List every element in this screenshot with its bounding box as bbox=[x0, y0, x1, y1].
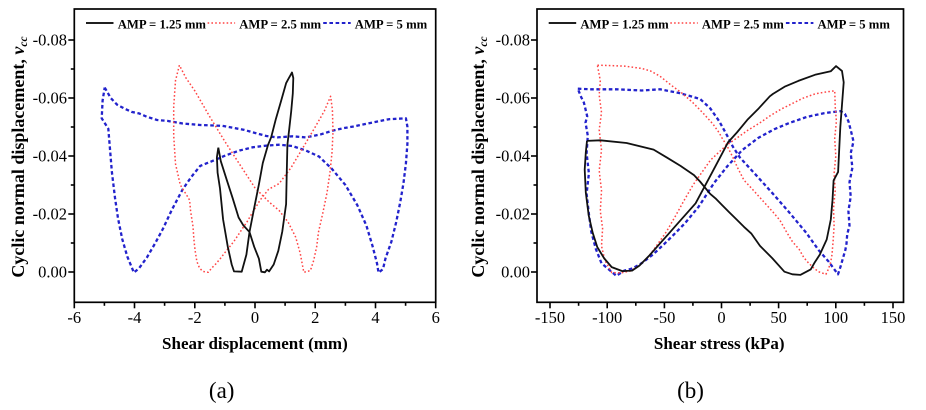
svg-text:-0.02: -0.02 bbox=[496, 205, 530, 224]
svg-text:-150: -150 bbox=[535, 308, 565, 327]
svg-text:0: 0 bbox=[717, 308, 725, 327]
svg-text:-0.04: -0.04 bbox=[33, 147, 67, 166]
svg-text:AMP = 1.25 mm: AMP = 1.25 mm bbox=[118, 17, 207, 31]
svg-text:AMP = 5 mm: AMP = 5 mm bbox=[355, 17, 428, 31]
svg-text:-0.02: -0.02 bbox=[33, 205, 67, 224]
svg-text:-0.08: -0.08 bbox=[33, 31, 67, 50]
svg-text:Shear stress (kPa): Shear stress (kPa) bbox=[654, 334, 785, 353]
svg-text:(b): (b) bbox=[677, 378, 704, 403]
svg-text:-0.06: -0.06 bbox=[496, 89, 530, 108]
svg-text:4: 4 bbox=[371, 308, 379, 327]
svg-text:-4: -4 bbox=[128, 308, 142, 327]
svg-text:-0.04: -0.04 bbox=[496, 147, 530, 166]
svg-text:50: 50 bbox=[770, 308, 787, 327]
svg-text:AMP = 2.5 mm: AMP = 2.5 mm bbox=[702, 17, 784, 31]
svg-text:0.00: 0.00 bbox=[38, 263, 67, 282]
svg-text:-6: -6 bbox=[67, 308, 81, 327]
svg-text:Cyclic normal displacement, vc: Cyclic normal displacement, vcc bbox=[8, 36, 30, 277]
svg-text:100: 100 bbox=[823, 308, 848, 327]
svg-text:-0.08: -0.08 bbox=[496, 31, 530, 50]
svg-text:AMP = 5 mm: AMP = 5 mm bbox=[818, 17, 891, 31]
svg-text:6: 6 bbox=[432, 308, 440, 327]
svg-text:Shear displacement (mm): Shear displacement (mm) bbox=[162, 334, 348, 353]
svg-text:AMP = 1.25 mm: AMP = 1.25 mm bbox=[580, 17, 669, 31]
svg-text:AMP = 2.5 mm: AMP = 2.5 mm bbox=[239, 17, 321, 31]
svg-text:0.00: 0.00 bbox=[501, 263, 530, 282]
svg-text:-0.06: -0.06 bbox=[33, 89, 67, 108]
svg-text:Cyclic normal displacement, vc: Cyclic normal displacement, vcc bbox=[468, 36, 490, 277]
svg-text:2: 2 bbox=[311, 308, 319, 327]
svg-text:-50: -50 bbox=[653, 308, 675, 327]
svg-text:(a): (a) bbox=[209, 378, 235, 403]
svg-text:-2: -2 bbox=[188, 308, 202, 327]
svg-text:-100: -100 bbox=[592, 308, 622, 327]
svg-text:0: 0 bbox=[251, 308, 259, 327]
svg-text:150: 150 bbox=[881, 308, 906, 327]
